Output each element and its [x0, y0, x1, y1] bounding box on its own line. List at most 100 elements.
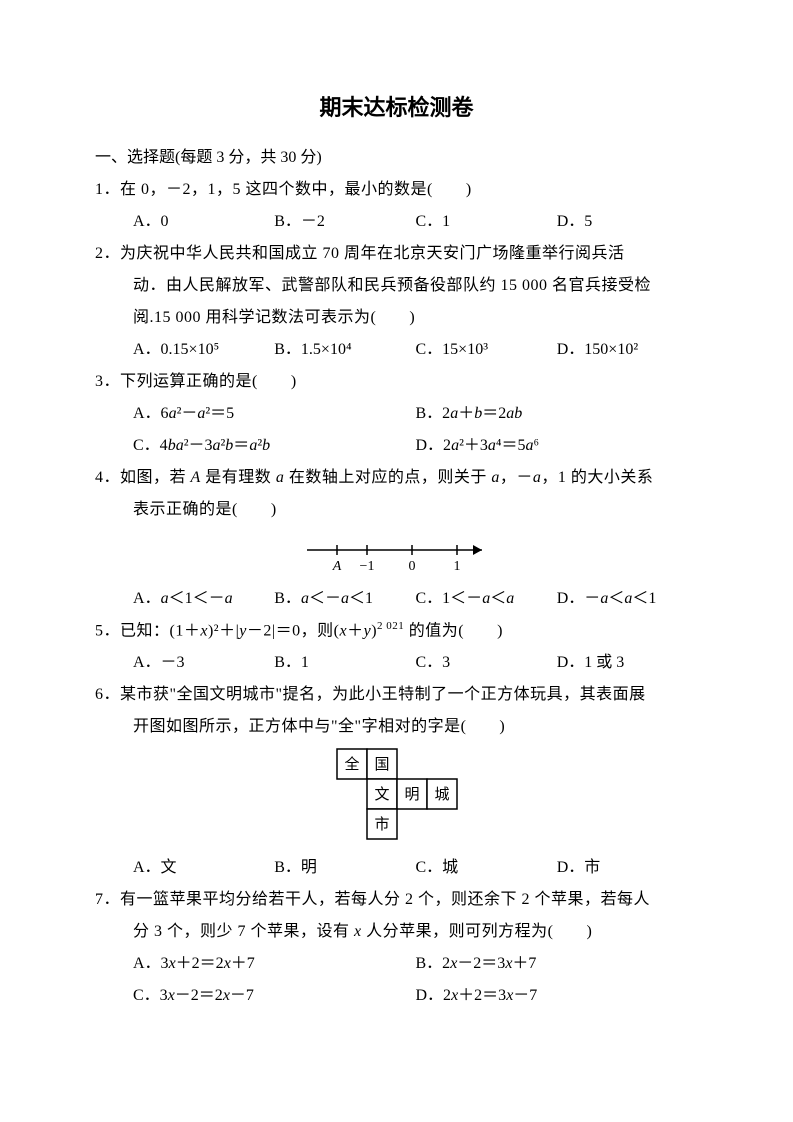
q4-s1-b: 是有理数 — [201, 469, 276, 486]
q4-s1-a: 4．如图，若 — [95, 469, 191, 486]
page-title: 期末达标检测卷 — [95, 90, 698, 122]
q4-a-1: ＜1＜－ — [169, 590, 225, 607]
net-c21: 市 — [374, 816, 389, 833]
q3-a-pre: A．6 — [133, 405, 169, 422]
q5-opt-c: C．3 — [416, 647, 557, 679]
exam-page: 期末达标检测卷 一、选择题(每题 3 分，共 30 分) 1．在 0，－2，1，… — [0, 0, 793, 1122]
q4-s1-d: ，－ — [500, 469, 533, 486]
q4-b-1: ＜－ — [309, 590, 341, 607]
q5-m3: ＋ — [347, 622, 364, 639]
q3-row2: C．4ba²－3a²b＝a²b D．2a²＋3a⁴＝5a⁶ — [95, 430, 698, 462]
q1-opt-c: C．1 — [416, 206, 557, 238]
q7-s2-post: 人分苹果，则可列方程为( ) — [362, 923, 593, 940]
q2-opt-b: B．1.5×10⁴ — [274, 334, 415, 366]
q4-stem-2: 表示正确的是( ) — [95, 494, 698, 526]
q3-d-post: ＝5 — [501, 437, 525, 454]
q2-stem-2: 动．由人民解放军、武警部队和民兵预备役部队约 15 000 名官兵接受检 — [95, 270, 698, 302]
q6-figure: 全 国 文 明 城 市 — [95, 747, 698, 848]
q4-opt-a: A．a＜1＜－a — [133, 583, 274, 615]
q5-m1: )²＋| — [208, 622, 239, 639]
q6-stem-2: 开图如图所示，正方体中与"全"字相对的字是( ) — [95, 711, 698, 743]
q3-opt-d: D．2a²＋3a⁴＝5a⁶ — [416, 430, 699, 462]
q4-d-1: ＜ — [608, 590, 624, 607]
q3-d-mid: ＋3 — [464, 437, 488, 454]
q7-d-post: ＋2＝3 — [458, 987, 506, 1004]
q7-stem-1: 7．有一篮苹果平均分给若干人，若每人分 2 个，则还余下 2 个苹果，若每人 — [95, 884, 698, 916]
net-c12: 明 — [404, 786, 419, 803]
q6-opt-b: B．明 — [274, 852, 415, 884]
q7-b-pre: B．2 — [416, 955, 451, 972]
q7-c-post: －2＝2 — [175, 987, 223, 1004]
q6-opt-a: A．文 — [133, 852, 274, 884]
q2-options: A．0.15×10⁵ B．1.5×10⁴ C．15×10³ D．150×10² — [95, 334, 698, 366]
q3-b-post: ＝2 — [482, 405, 506, 422]
q7-d-tail: －7 — [513, 987, 537, 1004]
q3-a-post: ＝5 — [210, 405, 234, 422]
q4-options: A．a＜1＜－a B．a＜－a＜1 C．1＜－a＜a D．－a＜a＜1 — [95, 583, 698, 615]
q5-options: A．－3 B．1 C．3 D．1 或 3 — [95, 647, 698, 679]
q7-opt-d: D．2x＋2＝3x－7 — [416, 980, 699, 1012]
q7-c-tail: －7 — [230, 987, 254, 1004]
q3-row1: A．6a²－a²＝5 B．2a＋b＝2ab — [95, 398, 698, 430]
q3-d-pre: D．2 — [416, 437, 452, 454]
q7-b-tail: ＋7 — [512, 955, 536, 972]
q4-s1-c: 在数轴上对应的点，则关于 — [284, 469, 491, 486]
q7-opt-a: A．3x＋2＝2x＋7 — [133, 948, 416, 980]
q7-b-post: －2＝3 — [457, 955, 505, 972]
q4-a-pre: A． — [133, 590, 161, 607]
q5-opt-d: D．1 或 3 — [557, 647, 698, 679]
q4-s1-e: ，1 的大小关系 — [541, 469, 653, 486]
q5-opt-a: A．－3 — [133, 647, 274, 679]
q7-stem-2: 分 3 个，则少 7 个苹果，设有 x 人分苹果，则可列方程为( ) — [95, 916, 698, 948]
q3-c-post: ＝ — [233, 437, 249, 454]
q3-opt-b: B．2a＋b＝2ab — [416, 398, 699, 430]
q3-b-pre: B．2 — [416, 405, 451, 422]
q4-c-pre: C．1＜－ — [416, 590, 483, 607]
q2-opt-d: D．150×10² — [557, 334, 698, 366]
q7-opt-b: B．2x－2＝3x＋7 — [416, 948, 699, 980]
q6-opt-c: C．城 — [416, 852, 557, 884]
q3-opt-a: A．6a²－a²＝5 — [133, 398, 416, 430]
cube-net-icon: 全 国 文 明 城 市 — [332, 747, 462, 843]
q2-opt-a: A．0.15×10⁵ — [133, 334, 274, 366]
q4-b-pre: B． — [274, 590, 301, 607]
net-c00: 全 — [344, 755, 359, 773]
q5-m2: －2|＝0，则( — [247, 622, 340, 639]
q1-opt-d: D．5 — [557, 206, 698, 238]
number-line-icon: A −1 0 1 — [297, 530, 497, 574]
q7-a-post: ＋2＝2 — [176, 955, 224, 972]
q7-d-pre: D．2 — [416, 987, 452, 1004]
q3-stem: 3．下列运算正确的是( ) — [95, 366, 698, 398]
net-c01: 国 — [374, 756, 389, 773]
q2-stem-3: 阅.15 000 用科学记数法可表示为( ) — [95, 302, 698, 334]
q7-opt-c: C．3x－2＝2x－7 — [133, 980, 416, 1012]
axis-label-0: 0 — [408, 559, 415, 574]
q4-stem-1: 4．如图，若 A 是有理数 a 在数轴上对应的点，则关于 a，－a，1 的大小关… — [95, 462, 698, 494]
q3-c-pre: C．4 — [133, 437, 168, 454]
q4-opt-b: B．a＜－a＜1 — [274, 583, 415, 615]
net-c13: 城 — [434, 786, 449, 803]
q6-opt-d: D．市 — [557, 852, 698, 884]
q3-b-mid: ＋ — [458, 405, 474, 422]
q4-d-pre: D．－ — [557, 590, 601, 607]
q7-c-pre: C．3 — [133, 987, 168, 1004]
q1-stem: 1．在 0，－2，1，5 这四个数中，最小的数是( ) — [95, 174, 698, 206]
q5-exp: 2 021 — [377, 620, 404, 632]
net-c11: 文 — [374, 786, 389, 803]
q4-b-2: ＜1 — [349, 590, 373, 607]
q6-stem-1: 6．某市获"全国文明城市"提名，为此小王特制了一个正方体玩具，其表面展 — [95, 679, 698, 711]
q4-opt-c: C．1＜－a＜a — [416, 583, 557, 615]
q4-c-1: ＜ — [490, 590, 506, 607]
axis-label-m1: −1 — [359, 559, 374, 574]
q5-stem: 5．已知：(1＋x)²＋|y－2|＝0，则(x＋y)2 021 的值为( ) — [95, 615, 698, 647]
q7-row2: C．3x－2＝2x－7 D．2x＋2＝3x－7 — [95, 980, 698, 1012]
q1-opt-a: A．0 — [133, 206, 274, 238]
q7-row1: A．3x＋2＝2x＋7 B．2x－2＝3x＋7 — [95, 948, 698, 980]
axis-label-1: 1 — [453, 559, 460, 574]
q5-opt-b: B．1 — [274, 647, 415, 679]
q3-opt-c: C．4ba²－3a²b＝a²b — [133, 430, 416, 462]
section-1-heading: 一、选择题(每题 3 分，共 30 分) — [95, 142, 698, 174]
q5-pre: 5．已知：(1＋ — [95, 622, 200, 639]
q4-d-2: ＜1 — [632, 590, 656, 607]
q7-a-tail: ＋7 — [231, 955, 255, 972]
